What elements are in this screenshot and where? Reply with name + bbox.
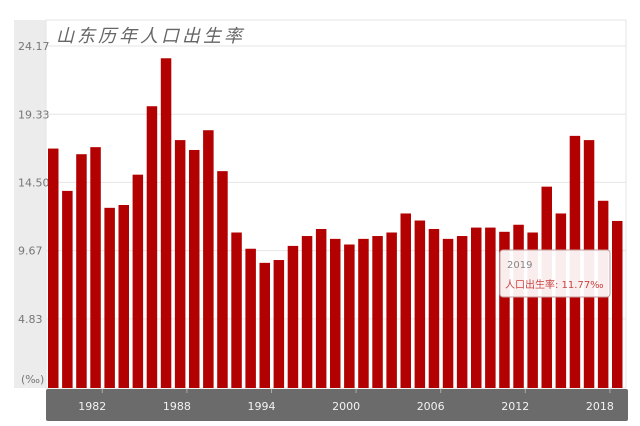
bar-2013[interactable] <box>527 232 538 388</box>
bar-1989[interactable] <box>189 149 200 388</box>
y-tick-label: 14.50 <box>18 176 50 189</box>
x-tick-label: 2012 <box>501 400 529 413</box>
y-tick-label: 4.83 <box>18 313 43 326</box>
bar-1995[interactable] <box>273 260 285 388</box>
bar-1984[interactable] <box>118 205 130 388</box>
bar-1999[interactable] <box>330 238 341 388</box>
y-tick-label: 19.33 <box>18 108 50 121</box>
bar-2019[interactable] <box>612 220 623 388</box>
bar-1979[interactable] <box>48 148 59 388</box>
tooltip: 2019 人口出生率: 11.77‰ <box>499 249 611 298</box>
bar-2009[interactable] <box>471 227 482 388</box>
tooltip-value: 人口出生率: 11.77‰ <box>505 278 604 291</box>
x-tick-label: 1988 <box>163 400 191 413</box>
chart-title: 山东历年人口出生率 <box>56 26 245 47</box>
x-tick-label: 1994 <box>248 400 276 413</box>
bar-2000[interactable] <box>344 244 355 388</box>
bar-1993[interactable] <box>245 248 256 388</box>
bar-1990[interactable] <box>203 130 214 388</box>
x-tick-label: 2006 <box>417 400 445 413</box>
bar-1994[interactable] <box>259 262 271 388</box>
x-tick-label: 2000 <box>332 400 360 413</box>
bar-1992[interactable] <box>231 232 242 388</box>
bar-2003[interactable] <box>386 232 397 388</box>
bar-1991[interactable] <box>217 171 228 388</box>
bar-2011[interactable] <box>499 231 510 388</box>
bar-1983[interactable] <box>104 207 115 388</box>
x-axis-band <box>46 389 628 421</box>
bar-1985[interactable] <box>132 174 144 388</box>
y-axis-band <box>14 20 46 388</box>
tooltip-year: 2019 <box>507 260 532 271</box>
bar-2015[interactable] <box>555 213 567 388</box>
bar-2010[interactable] <box>485 227 496 388</box>
bar-2006[interactable] <box>428 228 440 388</box>
bar-2012[interactable] <box>513 224 524 388</box>
bar-1988[interactable] <box>174 140 186 388</box>
bar-1998[interactable] <box>315 228 327 388</box>
x-tick-label: 2018 <box>586 400 614 413</box>
bar-2007[interactable] <box>442 238 454 388</box>
bar-1981[interactable] <box>76 154 87 388</box>
y-tick-label: 24.17 <box>18 40 50 53</box>
bar-1986[interactable] <box>146 106 158 389</box>
y-tick-label: 9.67 <box>18 245 43 258</box>
bar-2004[interactable] <box>400 213 412 388</box>
bar-2001[interactable] <box>358 238 369 388</box>
bar-2002[interactable] <box>372 236 383 388</box>
bar-1997[interactable] <box>301 236 313 388</box>
y-axis-unit-label: (‰) <box>21 373 44 386</box>
bar-1996[interactable] <box>287 245 299 388</box>
bar-1987[interactable] <box>160 58 172 389</box>
bar-2008[interactable] <box>456 236 468 388</box>
bar-1982[interactable] <box>90 147 101 388</box>
x-tick-label: 1982 <box>78 400 106 413</box>
bar-2005[interactable] <box>414 220 426 388</box>
bar-1980[interactable] <box>62 190 73 388</box>
